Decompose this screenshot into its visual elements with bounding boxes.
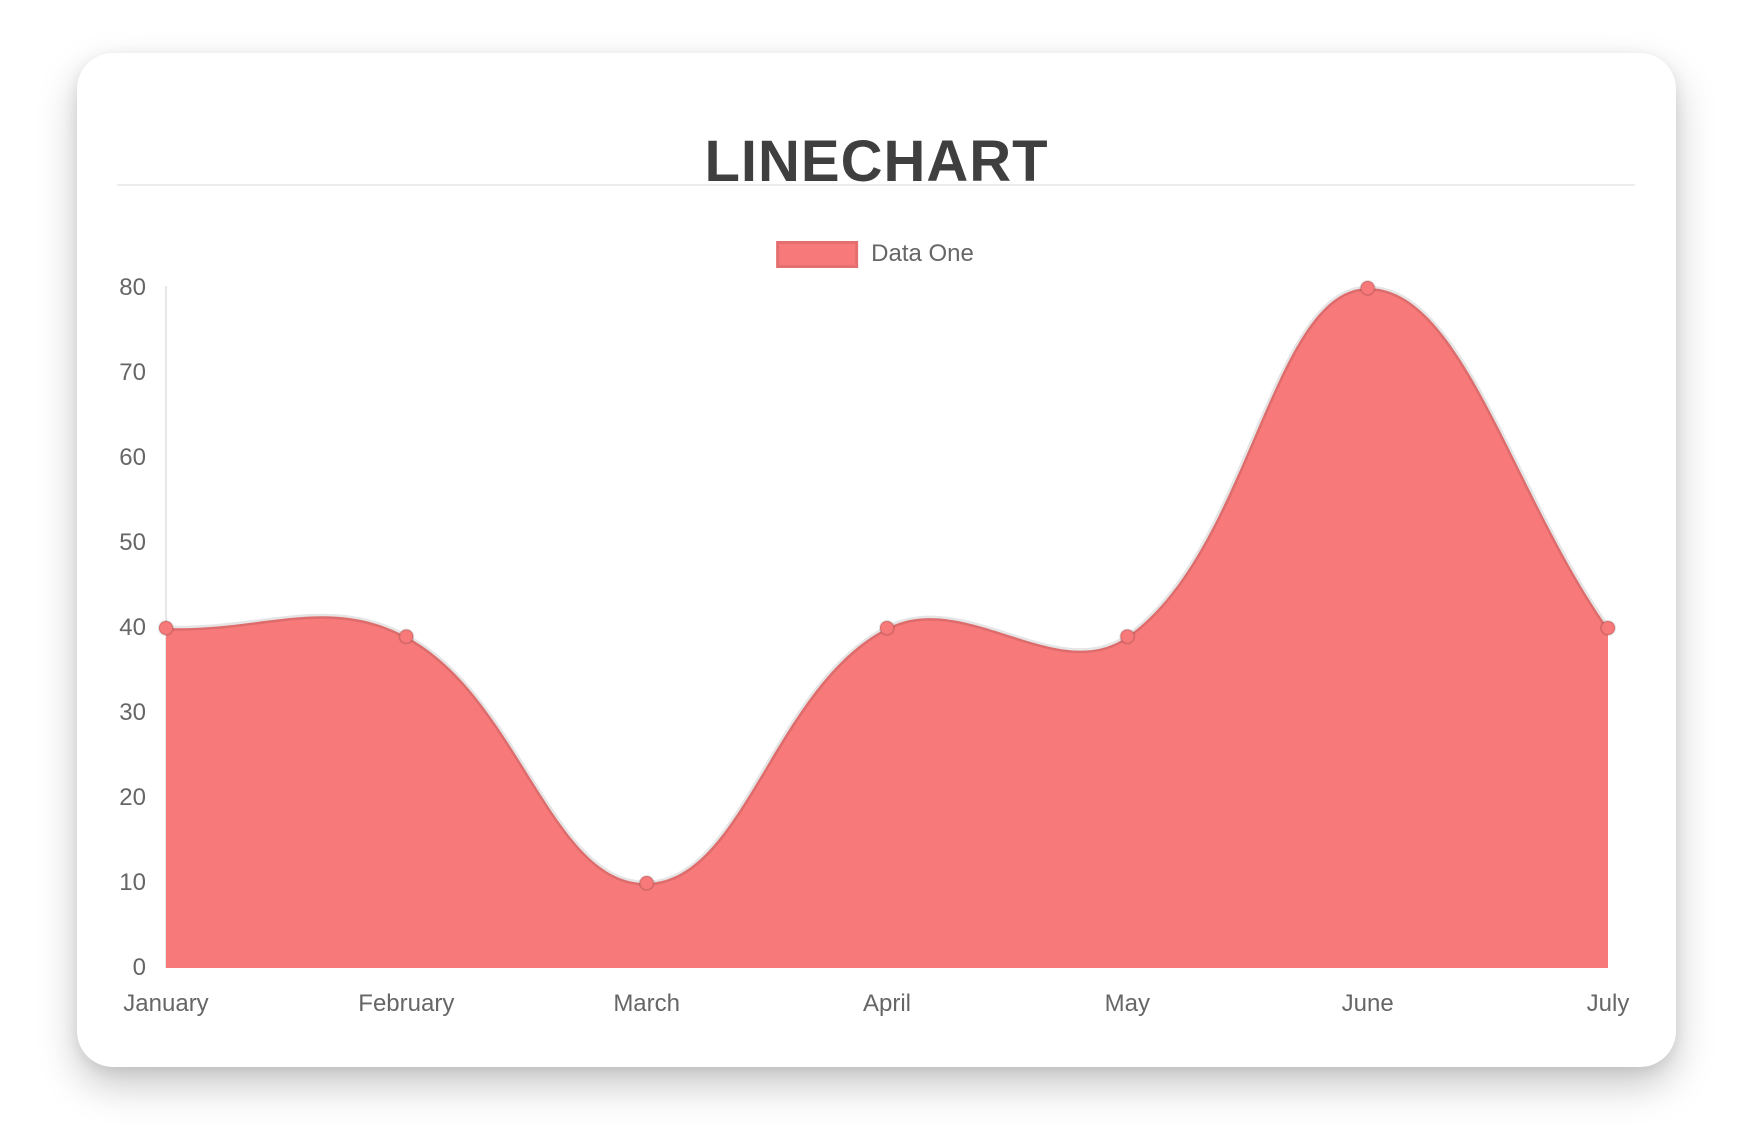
data-point-july[interactable] — [1600, 620, 1616, 636]
legend-color-swatch — [776, 240, 859, 268]
title-divider — [117, 184, 1635, 186]
data-point-january[interactable] — [158, 620, 174, 636]
x-tick-label-may: May — [1104, 990, 1150, 1017]
data-point-may[interactable] — [1119, 628, 1136, 645]
y-tick-label-20: 20 — [119, 784, 146, 811]
x-tick-label-march: March — [613, 990, 680, 1017]
y-tick-label-70: 70 — [119, 359, 146, 386]
x-tick-label-june: June — [1341, 990, 1394, 1017]
chart-title: LINECHART — [704, 129, 1049, 194]
data-point-march[interactable] — [638, 875, 655, 891]
data-point-june[interactable] — [1359, 280, 1376, 296]
y-tick-label-30: 30 — [119, 699, 146, 726]
y-tick-label-60: 60 — [119, 444, 146, 471]
y-tick-label-10: 10 — [119, 869, 146, 896]
y-tick-label-80: 80 — [119, 274, 146, 301]
legend-item-data-one[interactable]: Data One — [776, 240, 974, 268]
x-tick-label-july: July — [1586, 990, 1630, 1017]
y-tick-label-50: 50 — [119, 529, 146, 556]
line-path — [163, 285, 1611, 886]
y-tick-label-0: 0 — [132, 954, 146, 981]
data-point-february[interactable] — [398, 628, 415, 645]
x-tick-label-january: January — [123, 990, 209, 1017]
x-tick-label-april: April — [862, 990, 911, 1017]
data-point-april[interactable] — [879, 620, 895, 636]
x-tick-label-february: February — [358, 990, 455, 1017]
legend-label: Data One — [871, 240, 974, 267]
y-tick-label-40: 40 — [119, 614, 146, 641]
